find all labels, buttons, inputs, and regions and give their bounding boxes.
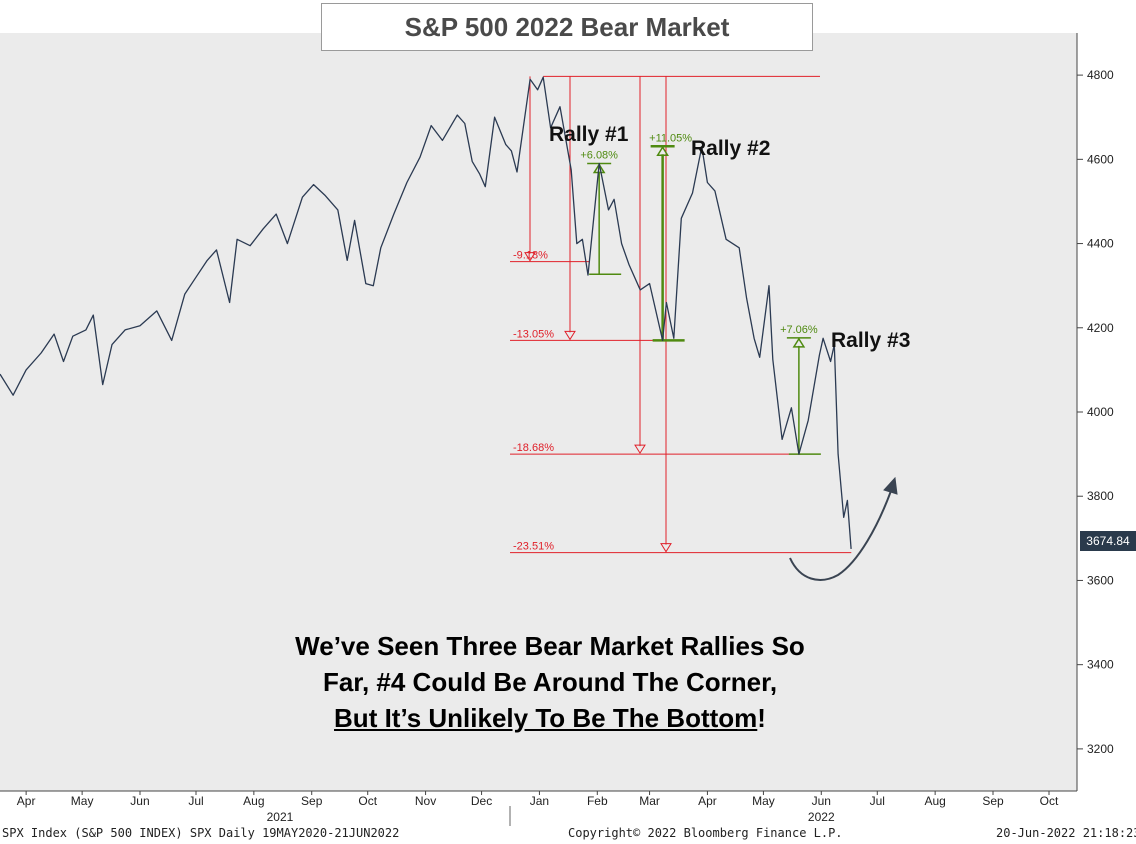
caption-line-1: We’ve Seen Three Bear Market Rallies So [295, 631, 805, 661]
drawdown-label: -23.51% [513, 541, 554, 553]
chart-title: S&P 500 2022 Bear Market [321, 3, 813, 51]
plot-area [0, 33, 1077, 791]
rally-arrowhead [656, 145, 669, 157]
rally-percent-label: +7.06% [780, 324, 818, 336]
x-tick-label: May [71, 794, 94, 808]
rally-arrowhead [792, 337, 806, 348]
year-label: 2021 [267, 810, 294, 824]
y-tick-label: 3800 [1087, 489, 1114, 503]
x-tick-label: Apr [17, 794, 36, 808]
y-tick-label: 4400 [1087, 237, 1114, 251]
rally-3-label: Rally #3 [831, 329, 911, 352]
y-tick-label: 4000 [1087, 405, 1114, 419]
rally-arrowhead [592, 163, 606, 174]
y-tick-label: 3600 [1087, 573, 1114, 587]
year-label: 2022 [808, 810, 835, 824]
price-line [0, 76, 852, 549]
x-tick-label: Feb [587, 794, 608, 808]
caption-line-2: Far, #4 Could Be Around The Corner, [322, 667, 778, 697]
drawdown-label: -13.05% [513, 328, 554, 340]
y-tick-label: 4200 [1087, 321, 1114, 335]
drawdown-arrowhead [524, 252, 536, 262]
rally-2-label: Rally #2 [691, 137, 771, 160]
drawdown-label: -9.18% [513, 250, 548, 262]
x-tick-label: Jun [130, 794, 149, 808]
y-tick-label: 4600 [1087, 152, 1114, 166]
forecast-arrow [789, 487, 893, 581]
caption: We’ve Seen Three Bear Market Rallies So … [180, 628, 920, 736]
caption-line-3-underlined: But It’s Unlikely To Be The Bottom [334, 703, 758, 733]
x-tick-label: Mar [639, 794, 660, 808]
x-tick-label: Dec [471, 794, 492, 808]
x-tick-label: May [752, 794, 775, 808]
x-tick-label: Oct [1040, 794, 1059, 808]
x-tick-label: Jul [188, 794, 203, 808]
drawdown-arrowhead [564, 330, 576, 341]
x-tick-label: Jul [870, 794, 885, 808]
rally-1-label: Rally #1 [549, 123, 629, 146]
x-tick-label: Aug [243, 794, 264, 808]
rally-percent-label: +11.05% [649, 132, 692, 144]
caption-line-3-tail: ! [757, 703, 766, 733]
footer-center: Copyright© 2022 Bloomberg Finance L.P. [568, 826, 843, 840]
x-tick-label: Jan [530, 794, 549, 808]
x-tick-label: Sep [301, 794, 323, 808]
x-tick-label: Oct [358, 794, 377, 808]
last-price-tag: 3674.84 [1080, 531, 1136, 551]
x-tick-label: Nov [415, 794, 436, 808]
drawdown-arrowhead [634, 444, 646, 455]
y-tick-label: 4800 [1087, 68, 1114, 82]
drawdown-label: -18.68% [513, 442, 554, 454]
x-tick-label: Aug [924, 794, 945, 808]
footer-right: 20-Jun-2022 21:18:23 [996, 826, 1136, 840]
x-tick-label: Jun [812, 794, 831, 808]
x-tick-label: Sep [982, 794, 1004, 808]
caption-line-3: But It’s Unlikely To Be The Bottom! [180, 700, 920, 736]
footer-left: SPX Index (S&P 500 INDEX) SPX Daily 19MA… [2, 826, 400, 840]
forecast-arrowhead [883, 476, 898, 495]
rally-percent-label: +6.08% [580, 150, 618, 162]
y-tick-label: 3400 [1087, 658, 1114, 672]
x-tick-label: Apr [698, 794, 717, 808]
drawdown-arrowhead [660, 543, 672, 553]
y-tick-label: 3200 [1087, 742, 1114, 756]
